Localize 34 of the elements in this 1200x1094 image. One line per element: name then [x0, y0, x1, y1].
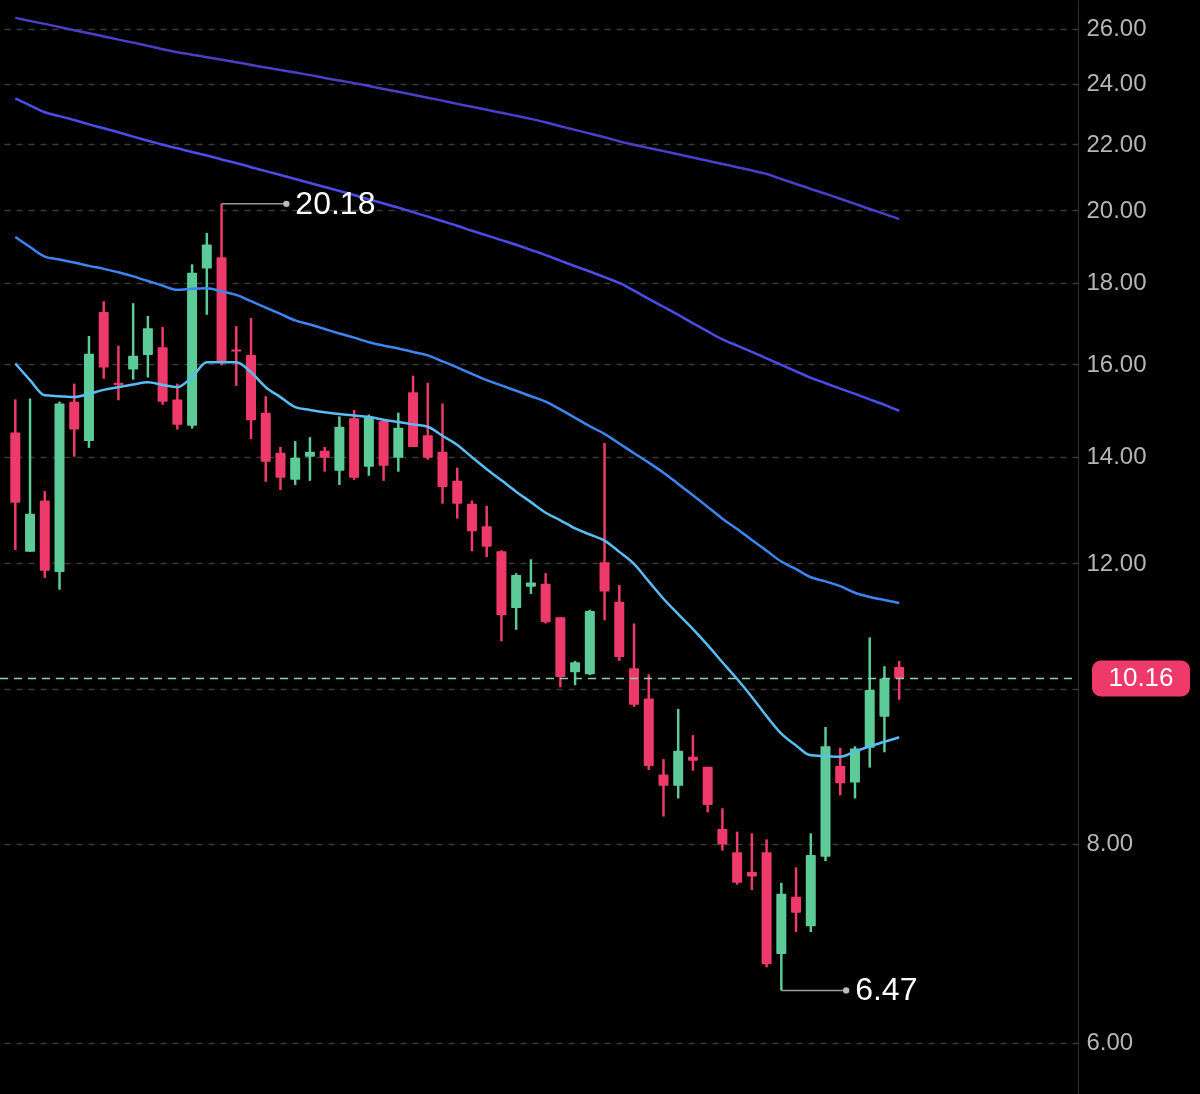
candlestick: [304, 435, 315, 483]
annotation: 6.47: [855, 971, 918, 1008]
candlestick: [791, 866, 802, 934]
y-tick-label: 22.00: [1086, 129, 1147, 157]
y-tick-label: 14.00: [1086, 442, 1147, 470]
y-tick-label: 26.00: [1086, 14, 1147, 42]
line-series: [14, 235, 901, 605]
candlestick: [658, 757, 669, 818]
y-tick-label: 8.00: [1086, 829, 1134, 857]
candlestick: [481, 504, 492, 559]
y-tick-label: 16.00: [1086, 349, 1147, 377]
y-tick-label: 24.00: [1086, 69, 1147, 97]
candlestick: [717, 807, 728, 852]
candlestick: [835, 746, 846, 797]
candlestick: [687, 733, 698, 772]
candlestick: [570, 659, 581, 687]
candlestick: [894, 659, 905, 702]
ref-line-label: 10.16: [1108, 662, 1174, 693]
y-tick-label: 20.00: [1086, 195, 1147, 223]
y-tick-label: 12.00: [1086, 548, 1147, 576]
candlestick: [231, 324, 242, 388]
line-series: [14, 97, 901, 413]
line-series: [14, 16, 901, 221]
candlestick: [290, 439, 301, 487]
candlestick: [746, 832, 757, 892]
candlestick: [319, 445, 330, 473]
candlestick: [525, 558, 536, 596]
y-tick-label: 6.00: [1086, 1028, 1134, 1056]
y-tick-label: 18.00: [1086, 268, 1147, 296]
line-series: [14, 360, 901, 759]
annotation: 20.18: [295, 184, 376, 221]
candlestick: [128, 301, 139, 381]
candlestick: [422, 381, 433, 461]
candlestick: [452, 466, 463, 520]
